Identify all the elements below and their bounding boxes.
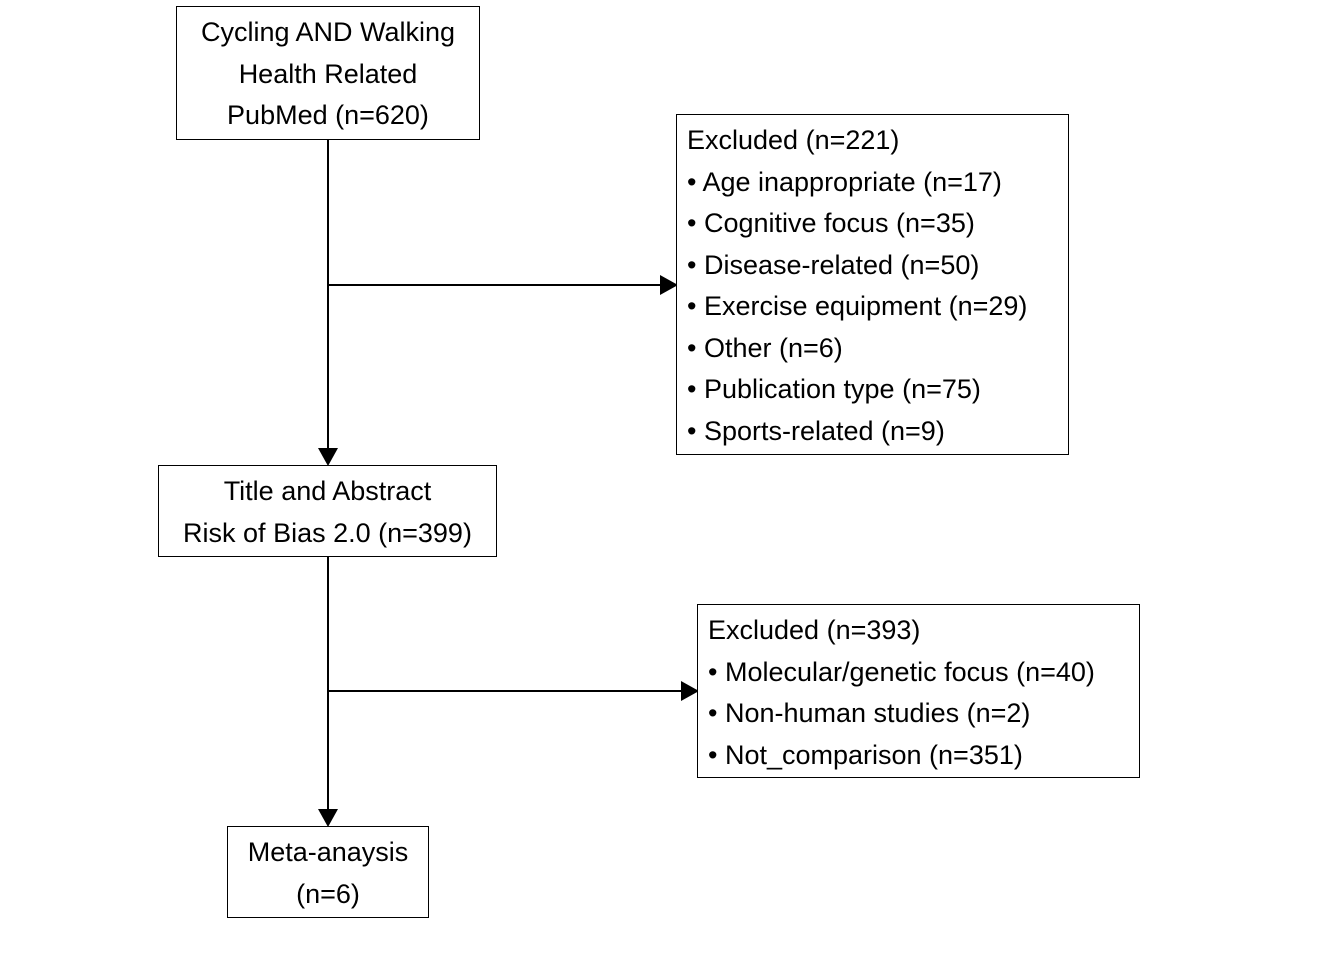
search-line: Health Related <box>238 58 418 89</box>
excluded-first-box: Excluded (n=221) • Age inappropriate (n=… <box>676 114 1069 455</box>
arrowhead-down-screening <box>318 448 338 466</box>
excluded-second-title: Excluded (n=393) <box>708 615 921 645</box>
meta-line: Meta-anaysis <box>247 837 409 867</box>
excluded-first-item: • Disease-related (n=50) <box>687 249 980 280</box>
excluded-second-item: • Molecular/genetic focus (n=40) <box>708 656 1095 687</box>
excluded-first-title: Excluded (n=221) <box>687 125 900 155</box>
arrowhead-right-excluded-second <box>681 681 699 701</box>
search-line: PubMed (n=620) <box>227 100 429 130</box>
excluded-first-item: • Publication type (n=75) <box>687 374 981 404</box>
excluded-first-item: • Age inappropriate (n=17) <box>687 166 1002 197</box>
excluded-second-item: • Not_comparison (n=351) <box>708 739 1023 770</box>
screening-box: Title and Abstract Risk of Bias 2.0 (n=3… <box>158 465 497 557</box>
search-box: Cycling AND Walking Health Related PubMe… <box>176 6 480 140</box>
excluded-first-item: • Sports-related (n=9) <box>687 415 945 446</box>
excluded-first-item: • Other (n=6) <box>687 332 843 363</box>
excluded-first-item: • Cognitive focus (n=35) <box>687 208 975 238</box>
meta-analysis-box: Meta-anaysis (n=6) <box>227 826 429 918</box>
meta-line: (n=6) <box>296 878 360 909</box>
excluded-second-item: • Non-human studies (n=2) <box>708 698 1031 728</box>
search-line: Cycling AND Walking <box>200 17 456 47</box>
arrowhead-right-excluded-first <box>660 275 678 295</box>
excluded-second-box: Excluded (n=393) • Molecular/genetic foc… <box>697 604 1140 778</box>
screening-line: Risk of Bias 2.0 (n=399) <box>183 517 472 548</box>
screening-line: Title and Abstract <box>223 476 432 506</box>
excluded-first-item: • Exercise equipment (n=29) <box>687 291 1028 321</box>
arrowhead-down-meta <box>318 809 338 827</box>
